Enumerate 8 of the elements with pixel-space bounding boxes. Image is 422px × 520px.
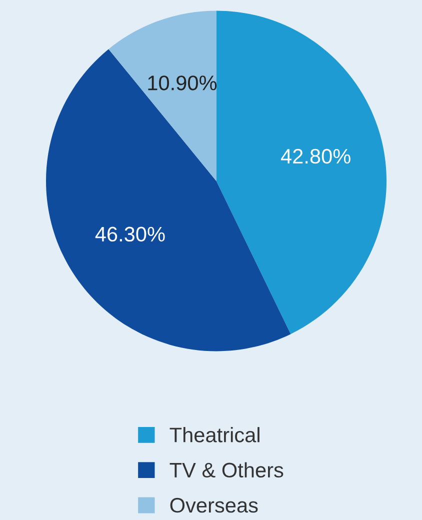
data-label: 46.30% (95, 226, 165, 242)
pie-slice (108, 10, 216, 181)
data-label: 42.80% (280, 148, 350, 164)
legend-label: Theatrical (170, 427, 260, 442)
legend-label: TV & Others (170, 462, 284, 478)
legend-label: Overseas (170, 498, 258, 513)
pie-slice (216, 10, 387, 334)
data-label: 10.90% (148, 76, 217, 90)
